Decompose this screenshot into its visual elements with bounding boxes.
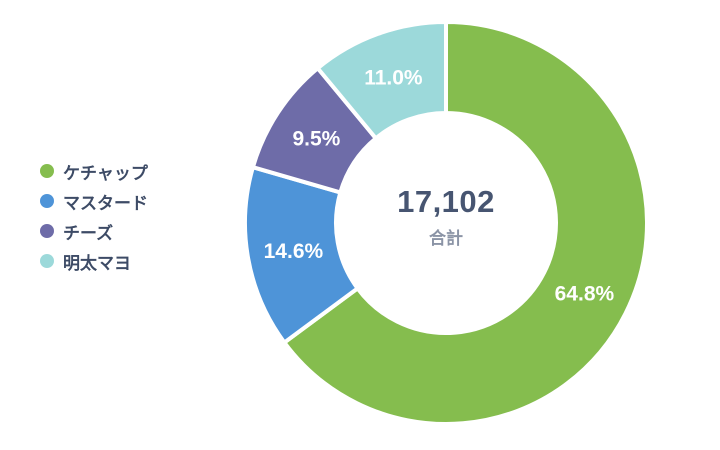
legend-swatch-icon [40,194,54,208]
legend-label: ケチャップ [63,163,148,183]
percent-label-2: 9.5% [292,128,340,151]
percent-label-3: 11.0% [364,67,423,90]
percent-label-0: 64.8% [555,282,615,305]
legend: ケチャップ マスタード チーズ 明太マヨ [40,156,148,276]
legend-label: チーズ [63,223,114,243]
legend-item-mustard[interactable]: マスタード [40,186,148,216]
percent-label-1: 14.6% [264,240,324,263]
legend-swatch-icon [40,164,54,178]
donut-slice-3[interactable] [315,20,448,141]
legend-item-cheese[interactable]: チーズ [40,216,148,246]
legend-label: マスタード [63,193,148,213]
legend-item-ketchup[interactable]: ケチャップ [40,156,148,186]
legend-item-mentai-mayo[interactable]: 明太マヨ [40,246,148,276]
donut-slice-0[interactable] [282,20,650,426]
legend-swatch-icon [40,224,54,238]
legend-swatch-icon [40,254,54,268]
legend-label: 明太マヨ [63,253,131,273]
